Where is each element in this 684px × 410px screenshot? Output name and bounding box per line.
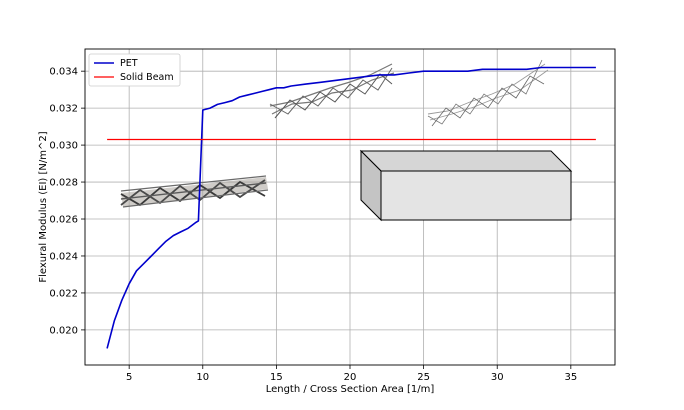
x-tick-label: 15 [270, 372, 283, 383]
y-tick-label: 0.028 [49, 178, 78, 189]
series-line-pet [106, 66, 596, 349]
x-tick-label: 5 [126, 372, 132, 383]
legend-label-pet: PET [120, 58, 138, 69]
y-tick-label: 0.026 [49, 215, 78, 226]
lattice-beam-illustration-dense [120, 175, 269, 208]
solid-beam-illustration [359, 149, 573, 222]
x-axis-label: Length / Cross Section Area [1/m] [266, 384, 435, 395]
beam-illustrations [120, 59, 573, 222]
y-tick-label: 0.032 [49, 104, 78, 115]
lattice-beam-illustration-sparse [427, 59, 549, 127]
y-tick-label: 0.020 [49, 325, 78, 336]
legend-label-solid-beam: Solid Beam [120, 72, 174, 83]
lattice-beam-illustration-medium [269, 63, 395, 119]
y-axis-label: Flexural Modulus (EI) [N/m^2] [38, 131, 49, 282]
y-tick-label: 0.034 [49, 67, 78, 78]
x-tick-label: 25 [417, 372, 430, 383]
x-tick-label: 20 [344, 372, 357, 383]
x-tick-label: 10 [196, 372, 209, 383]
legend: PET Solid Beam [88, 53, 181, 87]
x-tick-label: 35 [564, 372, 577, 383]
y-tick-label: 0.030 [49, 141, 78, 152]
y-tick-label: 0.022 [49, 288, 78, 299]
y-tick-label: 0.024 [49, 251, 78, 262]
legend-box [88, 53, 181, 87]
axis-ticks: 5 10 15 20 25 30 35 0.020 0.022 0.024 0.026 0.028 0.… [49, 67, 577, 383]
series-layer [106, 66, 596, 349]
x-tick-label: 30 [491, 372, 504, 383]
